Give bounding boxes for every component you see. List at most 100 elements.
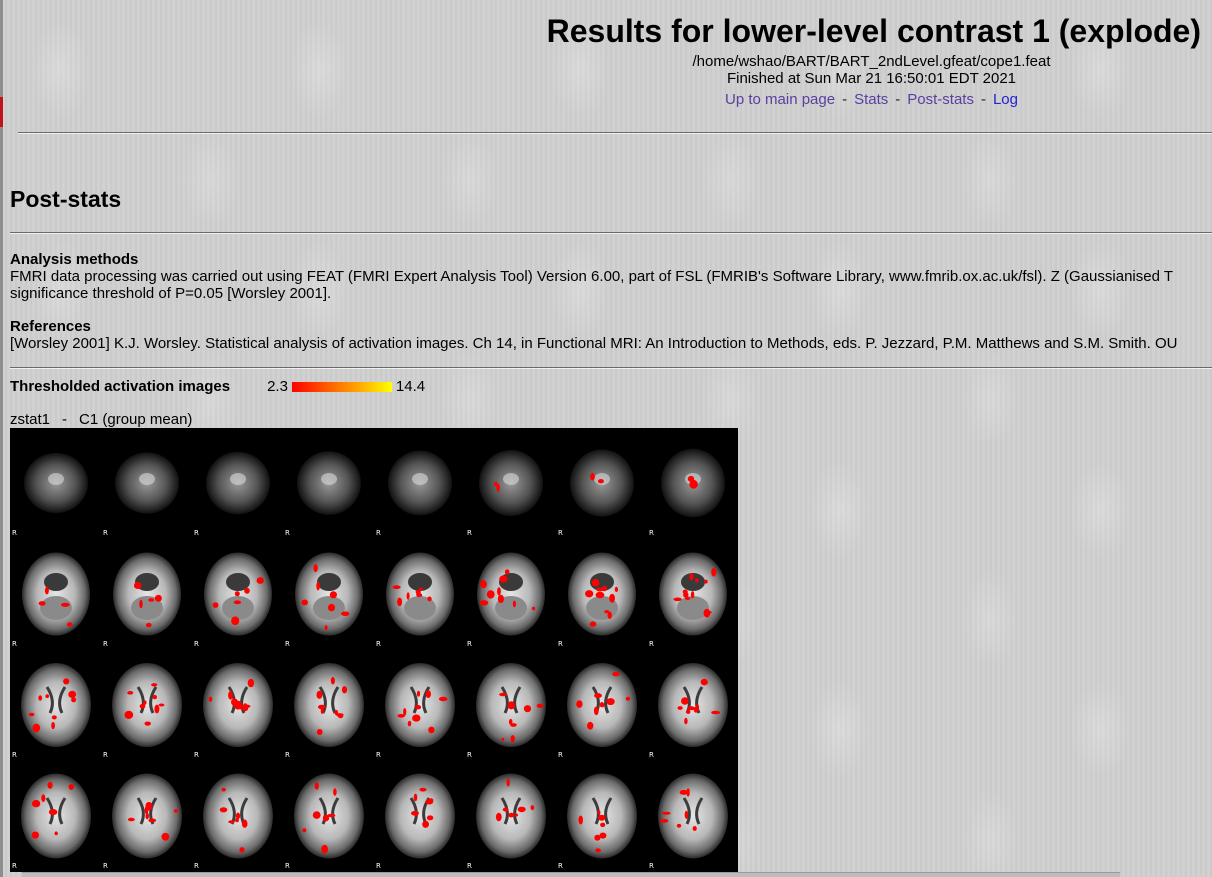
brain-slice: R — [467, 552, 545, 648]
brain-slice: R — [558, 449, 634, 537]
orientation-label: R — [12, 640, 17, 648]
edge-marker — [0, 97, 3, 127]
brain-slice: R — [467, 663, 546, 759]
brain-slice: R — [376, 663, 455, 759]
orientation-label: R — [467, 529, 472, 537]
thresholded-images-heading: Thresholded activation images — [10, 378, 231, 395]
brain-slice: R — [376, 450, 452, 537]
analysis-methods-text-line1: FMRI data processing was carried out usi… — [10, 268, 1173, 285]
orientation-label: R — [285, 862, 290, 870]
link-separator: - — [895, 91, 901, 108]
brain-slice: R — [103, 452, 179, 537]
nav-links: Up to main page - Stats - Post-stats - Log — [441, 91, 1201, 109]
brain-slice: R — [649, 773, 728, 870]
orientation-label: R — [376, 751, 381, 759]
brain-slice: R — [285, 773, 364, 870]
brain-slice: R — [194, 663, 273, 759]
link-stats[interactable]: Stats — [854, 91, 889, 108]
link-log[interactable]: Log — [992, 91, 1018, 108]
references-heading: References — [10, 318, 91, 335]
brain-slice: R — [558, 773, 637, 870]
orientation-label: R — [103, 529, 108, 537]
finished-timestamp: Finished at Sun Mar 21 16:50:01 EDT 2021 — [726, 70, 1017, 87]
brain-slice: R — [376, 773, 455, 870]
orientation-label: R — [285, 751, 290, 759]
orientation-label: R — [558, 640, 563, 648]
brain-slice: R — [12, 552, 90, 648]
zstat-separator: - — [62, 411, 68, 428]
brain-slice: R — [103, 663, 182, 759]
orientation-label: R — [467, 640, 472, 648]
feat-path: /home/wshao/BART/BART_2ndLevel.gfeat/cop… — [692, 53, 1051, 70]
brain-slice: R — [558, 663, 637, 759]
analysis-methods: Analysis methods FMRI data processing wa… — [10, 251, 1173, 302]
orientation-label: R — [194, 529, 199, 537]
orientation-label: R — [103, 640, 108, 648]
brain-slice: R — [376, 552, 454, 648]
link-separator: - — [842, 91, 848, 108]
orientation-label: R — [376, 862, 381, 870]
references: References [Worsley 2001] K.J. Worsley. … — [10, 318, 1177, 352]
link-separator: - — [980, 91, 986, 108]
orientation-label: R — [467, 751, 472, 759]
orientation-label: R — [376, 640, 381, 648]
orientation-label: R — [103, 751, 108, 759]
colorbar-min-label: 2.3 — [267, 378, 288, 395]
analysis-methods-heading: Analysis methods — [10, 251, 139, 268]
brain-slice: R — [285, 552, 363, 648]
orientation-label: R — [649, 529, 654, 537]
thresholded-images-row: Thresholded activation images 2.3 14.4 — [10, 378, 425, 395]
orientation-label: R — [12, 751, 17, 759]
brain-slice: R — [12, 663, 91, 759]
activation-montage-svg: R R R R R R R R R R R R R R R R R R R R R R R R R R R R R R R R — [12, 448, 728, 870]
brain-slice: R — [285, 451, 361, 537]
window-left-edge — [0, 0, 3, 877]
divider-poststats — [10, 232, 1212, 234]
page-title: Results for lower-level contrast 1 (expl… — [546, 13, 1201, 49]
orientation-label: R — [194, 751, 199, 759]
orientation-label: R — [649, 640, 654, 648]
colorbar — [291, 381, 392, 392]
brain-slice: R — [12, 773, 91, 870]
colorbar-max-label: 14.4 — [395, 378, 426, 395]
zstat-name: zstat1 — [10, 411, 51, 428]
orientation-label: R — [467, 862, 472, 870]
orientation-label: R — [285, 529, 290, 537]
brain-slice: R — [467, 450, 543, 537]
brain-slice: R — [12, 453, 88, 537]
horizontal-scrollbar[interactable] — [22, 872, 1120, 877]
link-post-stats[interactable]: Post-stats — [907, 91, 974, 108]
orientation-label: R — [558, 751, 563, 759]
brain-slice: R — [194, 451, 270, 537]
brain-slice: R — [558, 552, 636, 648]
orientation-label: R — [649, 862, 654, 870]
analysis-methods-text-line2: significance threshold of P=0.05 [Worsle… — [10, 285, 332, 302]
orientation-label: R — [376, 529, 381, 537]
brain-slice: R — [103, 552, 181, 648]
divider-top — [18, 132, 1212, 134]
orientation-label: R — [194, 640, 199, 648]
link-up-to-main-page[interactable]: Up to main page — [725, 91, 836, 108]
references-text: [Worsley 2001] K.J. Worsley. Statistical… — [10, 335, 1178, 352]
brain-slice: R — [649, 448, 725, 537]
orientation-label: R — [103, 862, 108, 870]
brain-slice: R — [194, 773, 273, 870]
brain-slice: R — [285, 663, 364, 759]
orientation-label: R — [12, 862, 17, 870]
orientation-label: R — [558, 862, 563, 870]
brain-slice: R — [194, 552, 272, 648]
page-header: Results for lower-level contrast 1 (expl… — [441, 12, 1201, 109]
orientation-label: R — [285, 640, 290, 648]
zstat-caption: zstat1- C1 (group mean) — [10, 411, 192, 428]
brain-slice: R — [103, 773, 182, 870]
section-heading-post-stats: Post-stats — [10, 186, 122, 212]
brain-slice: R — [467, 773, 546, 870]
brain-slice: R — [649, 552, 727, 648]
orientation-label: R — [649, 751, 654, 759]
activation-montage-image[interactable]: R R R R R R R R R R R R R R R R R R R R R R R R R R R R R R R R — [10, 428, 738, 872]
orientation-label: R — [194, 862, 199, 870]
orientation-label: R — [12, 529, 17, 537]
orientation-label: R — [558, 529, 563, 537]
brain-slice: R — [649, 663, 728, 759]
zstat-contrast: C1 (group mean) — [79, 411, 193, 428]
